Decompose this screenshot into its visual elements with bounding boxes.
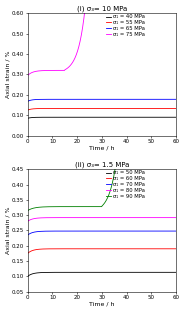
σ₁ = 75 MPa [171,1,173,5]
σ₁ = 60 MPa [171,247,173,251]
Line: σ₁ = 70 MPa: σ₁ = 70 MPa [28,231,176,235]
Line: σ₁ = 80 MPa: σ₁ = 80 MPa [28,218,176,221]
σ₁ = 50 MPa [171,271,173,274]
σ₁ = 70 MPa [99,229,101,233]
Line: σ₁ = 60 MPa: σ₁ = 60 MPa [28,249,176,253]
σ₁ = 65 MPa [143,97,146,101]
σ₁ = 90 MPa [116,152,118,156]
σ₁ = 90 MPa [171,152,173,156]
Line: σ₁ = 50 MPa: σ₁ = 50 MPa [28,272,176,276]
σ₁ = 40 MPa [95,115,97,119]
σ₁ = 70 MPa [175,229,177,233]
σ₁ = 55 MPa [34,107,36,110]
σ₁ = 75 MPa [85,1,87,5]
σ₁ = 70 MPa [143,229,146,233]
σ₁ = 80 MPa [27,219,29,223]
σ₁ = 80 MPa [175,216,177,220]
Title: (ii) σ₃= 1.5 MPa: (ii) σ₃= 1.5 MPa [75,162,129,168]
σ₁ = 70 MPa [27,233,29,237]
σ₁ = 65 MPa [153,97,156,101]
σ₁ = 60 MPa [34,248,36,252]
σ₁ = 40 MPa [27,116,29,120]
σ₁ = 60 MPa [143,247,146,251]
σ₁ = 80 MPa [95,216,97,220]
σ₁ = 60 MPa [175,247,177,251]
σ₁ = 60 MPa [170,247,173,251]
σ₁ = 80 MPa [34,217,36,220]
σ₁ = 75 MPa [99,1,101,5]
Title: (i) σ₃= 10 MPa: (i) σ₃= 10 MPa [77,6,127,12]
σ₁ = 75 MPa [171,1,173,5]
σ₁ = 75 MPa [27,74,29,77]
σ₁ = 80 MPa [99,216,101,220]
σ₁ = 40 MPa [34,115,36,119]
σ₁ = 50 MPa [95,271,97,274]
σ₁ = 55 MPa [27,108,29,112]
Legend: σ₁ = 50 MPa, σ₁ = 60 MPa, σ₁ = 70 MPa, σ₁ = 80 MPa, σ₁ = 90 MPa: σ₁ = 50 MPa, σ₁ = 60 MPa, σ₁ = 70 MPa, σ… [105,170,145,199]
σ₁ = 65 MPa [34,98,36,101]
σ₁ = 65 MPa [27,100,29,103]
σ₁ = 55 MPa [99,107,101,110]
Line: σ₁ = 55 MPa: σ₁ = 55 MPa [28,109,176,110]
σ₁ = 55 MPa [95,107,97,110]
σ₁ = 55 MPa [171,107,173,110]
σ₁ = 90 MPa [95,205,97,208]
σ₁ = 70 MPa [171,229,173,233]
σ₁ = 55 MPa [171,107,173,110]
σ₁ = 90 MPa [171,152,173,156]
σ₁ = 65 MPa [171,97,173,101]
σ₁ = 40 MPa [153,115,156,119]
σ₁ = 90 MPa [99,205,101,208]
X-axis label: Time / h: Time / h [89,301,115,306]
σ₁ = 40 MPa [171,115,173,119]
σ₁ = 90 MPa [27,209,29,212]
σ₁ = 80 MPa [171,216,173,220]
σ₁ = 55 MPa [153,107,155,110]
σ₁ = 65 MPa [175,97,177,101]
σ₁ = 60 MPa [27,251,29,255]
σ₁ = 90 MPa [175,152,177,156]
σ₁ = 65 MPa [95,97,97,101]
σ₁ = 40 MPa [171,115,173,119]
σ₁ = 70 MPa [95,229,97,233]
σ₁ = 60 MPa [99,247,101,251]
σ₁ = 70 MPa [175,229,177,233]
σ₁ = 60 MPa [175,247,177,251]
σ₁ = 50 MPa [34,271,36,275]
σ₁ = 80 MPa [170,216,173,220]
σ₁ = 40 MPa [143,115,146,119]
σ₁ = 50 MPa [99,271,101,274]
Legend: σ₁ = 40 MPa, σ₁ = 55 MPa, σ₁ = 65 MPa, σ₁ = 75 MPa: σ₁ = 40 MPa, σ₁ = 55 MPa, σ₁ = 65 MPa, σ… [105,14,145,37]
Line: σ₁ = 65 MPa: σ₁ = 65 MPa [28,99,176,101]
σ₁ = 60 MPa [95,247,97,251]
σ₁ = 75 MPa [143,1,146,5]
Y-axis label: Axial strain / %: Axial strain / % [6,51,11,98]
σ₁ = 55 MPa [175,107,177,110]
σ₁ = 40 MPa [99,115,101,119]
σ₁ = 65 MPa [171,97,173,101]
Line: σ₁ = 75 MPa: σ₁ = 75 MPa [28,3,176,76]
σ₁ = 50 MPa [27,275,29,278]
Line: σ₁ = 40 MPa: σ₁ = 40 MPa [28,117,176,118]
σ₁ = 75 MPa [175,1,177,5]
σ₁ = 75 MPa [95,1,97,5]
σ₁ = 55 MPa [143,107,146,110]
Line: σ₁ = 90 MPa: σ₁ = 90 MPa [28,154,176,211]
σ₁ = 40 MPa [175,115,177,119]
σ₁ = 70 MPa [34,230,36,234]
σ₁ = 50 MPa [175,271,177,274]
Y-axis label: Axial strain / %: Axial strain / % [6,207,11,254]
σ₁ = 50 MPa [143,271,146,274]
σ₁ = 90 MPa [143,152,146,156]
σ₁ = 90 MPa [34,206,36,210]
σ₁ = 65 MPa [99,97,101,101]
σ₁ = 70 MPa [170,229,173,233]
X-axis label: Time / h: Time / h [89,145,115,150]
σ₁ = 80 MPa [143,216,146,220]
σ₁ = 50 MPa [170,271,173,274]
σ₁ = 75 MPa [34,70,36,73]
